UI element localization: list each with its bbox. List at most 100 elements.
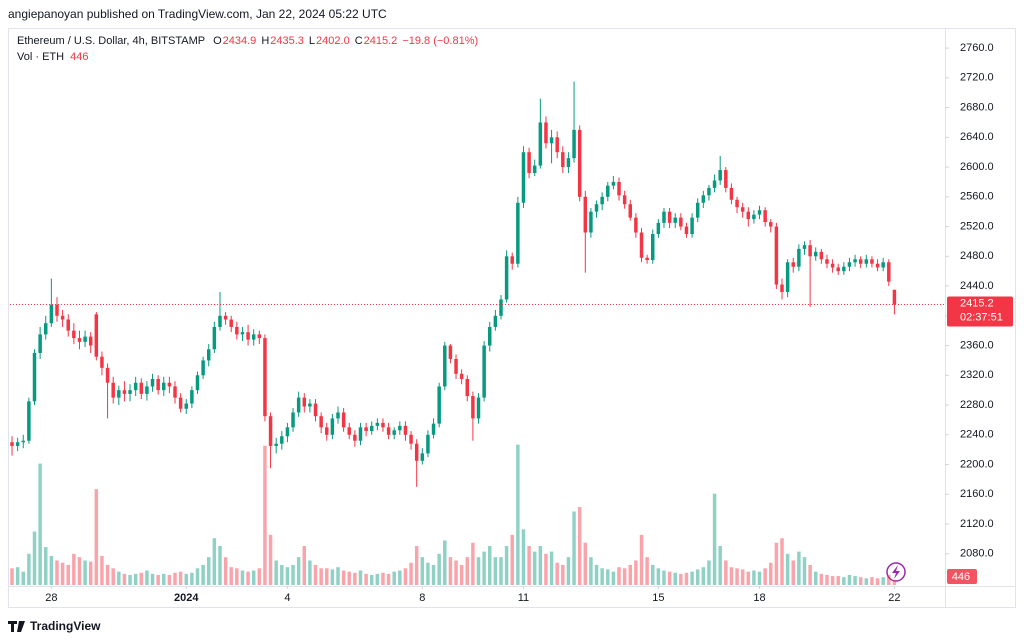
candle-body (319, 416, 323, 428)
volume-bar (684, 572, 689, 585)
candle-body (802, 245, 807, 249)
volume-bar (27, 553, 31, 585)
y-tick-label: 2760.0 (960, 42, 994, 54)
y-tick-label: 2160.0 (960, 488, 994, 500)
volume-bar (178, 571, 183, 585)
volume-bar (398, 570, 402, 585)
volume-bar (280, 564, 284, 585)
volume-bar (735, 568, 739, 585)
volume-bar (695, 569, 700, 585)
volume-bar (802, 557, 807, 585)
volume-bar (117, 571, 121, 585)
candle-body (240, 332, 245, 335)
volume-bar (471, 542, 475, 585)
candle-body (285, 427, 290, 437)
volume-bar (156, 574, 160, 585)
candle-body (77, 338, 82, 342)
candle-body (493, 315, 498, 327)
candle-body (488, 326, 492, 346)
volume-bar (504, 546, 509, 585)
candle-body (516, 202, 520, 264)
volume-bar (448, 557, 453, 585)
volume-bar (263, 445, 267, 585)
candle-body (218, 315, 222, 327)
last-price-label: 2415.2 (960, 297, 994, 309)
candle-body (229, 319, 233, 327)
volume-bar (111, 568, 115, 585)
candle-body (364, 427, 368, 432)
candle-body (572, 129, 576, 159)
volume-bar (853, 576, 857, 585)
volume-bar (375, 573, 380, 585)
volume-bar (145, 570, 149, 585)
volume-bar (347, 571, 351, 585)
y-tick-label: 2480.0 (960, 250, 994, 262)
volume-bar (94, 489, 99, 585)
x-tick-label: 8 (419, 592, 425, 604)
candle-body (32, 352, 37, 402)
volume-bar (302, 546, 307, 585)
y-tick-label: 2320.0 (960, 369, 994, 381)
candle-body (645, 257, 649, 261)
volume-bar (887, 574, 891, 585)
volume-legend-value: 446 (70, 51, 88, 63)
volume-bar (83, 560, 87, 585)
volume-bar (656, 568, 661, 585)
legend-value: 2434.9 (223, 35, 257, 47)
volume-pane (10, 444, 897, 585)
volume-bar (606, 569, 610, 585)
y-tick-label: 2560.0 (960, 191, 994, 203)
candle-body (27, 401, 31, 441)
volume-bar (600, 568, 604, 585)
alert-icon[interactable] (886, 562, 906, 582)
legend-value: 2435.3 (270, 35, 304, 47)
volume-bar (257, 568, 262, 585)
volume-bar (105, 564, 110, 585)
candle-body (88, 336, 93, 346)
y-tick-label: 2280.0 (960, 399, 994, 411)
candle-body (679, 217, 683, 227)
volume-bar (797, 551, 801, 585)
volume-bar (718, 546, 722, 585)
candle-body (836, 267, 840, 272)
candle-body (459, 373, 464, 380)
volume-bar (296, 557, 301, 585)
candle-body (656, 222, 661, 234)
candle-body (257, 334, 262, 339)
candle-body (549, 137, 554, 144)
candle-body (690, 217, 694, 234)
candle-body (162, 382, 166, 391)
volume-bar (454, 560, 458, 585)
header-text: angiepanoyan published on TradingView.co… (8, 7, 387, 21)
candle-body (386, 427, 391, 435)
volume-bar (184, 573, 188, 585)
volume-bar (100, 556, 104, 585)
candle-body (246, 332, 250, 340)
volume-bar (341, 570, 346, 585)
volume-bar (426, 562, 430, 585)
volume-bar (589, 557, 593, 585)
candle-body (10, 442, 14, 446)
volume-bar (240, 570, 245, 585)
candle-body (150, 379, 155, 387)
candle-body (341, 412, 346, 428)
legend-value: 2415.2 (364, 35, 398, 47)
volume-bar (611, 571, 616, 585)
volume-bar (325, 568, 329, 585)
candle-body (527, 152, 531, 174)
candle-body (426, 434, 430, 454)
candle-body (353, 434, 357, 441)
volume-bar (229, 567, 233, 585)
volume-bar (690, 571, 694, 585)
volume-bar (482, 551, 486, 585)
y-tick-label: 2240.0 (960, 429, 994, 441)
volume-bar (369, 574, 374, 585)
candle-body (594, 204, 599, 212)
volume-bar (892, 580, 897, 585)
candle-body (347, 427, 351, 435)
volume-bar (443, 540, 447, 585)
volume-bar (190, 572, 194, 585)
candle-body (611, 181, 616, 186)
y-tick-label: 2440.0 (960, 280, 994, 292)
y-tick-label: 2720.0 (960, 72, 994, 84)
